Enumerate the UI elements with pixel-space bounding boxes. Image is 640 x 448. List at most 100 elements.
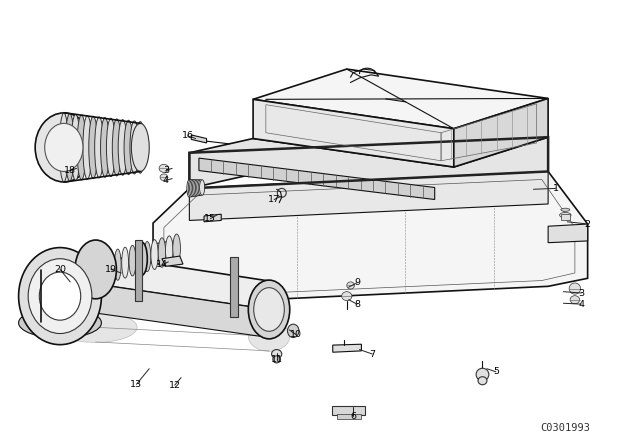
Ellipse shape — [188, 180, 193, 197]
Ellipse shape — [151, 240, 158, 269]
Text: 2: 2 — [584, 220, 591, 228]
Ellipse shape — [570, 296, 580, 304]
Ellipse shape — [253, 288, 284, 332]
Ellipse shape — [95, 117, 104, 178]
Text: 8: 8 — [354, 300, 360, 309]
Ellipse shape — [129, 246, 136, 276]
Ellipse shape — [100, 253, 106, 284]
Ellipse shape — [136, 243, 143, 274]
Ellipse shape — [159, 164, 169, 172]
Ellipse shape — [189, 180, 195, 197]
Ellipse shape — [106, 118, 115, 177]
Text: 4: 4 — [579, 300, 584, 309]
Ellipse shape — [77, 115, 86, 180]
Ellipse shape — [195, 180, 200, 196]
Ellipse shape — [569, 283, 580, 294]
Ellipse shape — [112, 119, 121, 176]
Bar — [337, 414, 361, 419]
Ellipse shape — [65, 114, 74, 181]
Ellipse shape — [122, 247, 129, 278]
Ellipse shape — [191, 180, 196, 197]
Ellipse shape — [115, 249, 121, 280]
Ellipse shape — [287, 324, 299, 337]
Ellipse shape — [248, 280, 290, 339]
Ellipse shape — [54, 312, 137, 342]
Ellipse shape — [107, 251, 114, 282]
Ellipse shape — [118, 120, 127, 175]
Ellipse shape — [100, 117, 109, 177]
Polygon shape — [153, 241, 172, 260]
Ellipse shape — [342, 292, 352, 301]
Polygon shape — [454, 99, 548, 167]
Text: 4: 4 — [163, 176, 169, 185]
Text: 3: 3 — [163, 166, 169, 175]
Polygon shape — [204, 214, 221, 222]
Text: 7: 7 — [369, 349, 375, 358]
Text: 11: 11 — [271, 355, 283, 364]
Ellipse shape — [271, 349, 282, 358]
Polygon shape — [253, 99, 454, 167]
Ellipse shape — [248, 321, 290, 351]
Polygon shape — [96, 254, 269, 310]
Ellipse shape — [19, 248, 101, 345]
Ellipse shape — [19, 308, 101, 338]
Text: 6: 6 — [350, 412, 356, 421]
Ellipse shape — [60, 113, 68, 182]
Polygon shape — [548, 224, 588, 243]
Polygon shape — [153, 172, 588, 303]
Text: 5: 5 — [493, 367, 499, 376]
Text: 13: 13 — [131, 380, 143, 389]
Ellipse shape — [273, 356, 280, 363]
Ellipse shape — [198, 180, 204, 195]
Ellipse shape — [45, 123, 83, 172]
Text: 9: 9 — [354, 278, 360, 287]
Ellipse shape — [194, 180, 199, 196]
Ellipse shape — [136, 121, 145, 173]
Ellipse shape — [187, 180, 192, 197]
Ellipse shape — [124, 120, 133, 175]
Ellipse shape — [83, 116, 92, 179]
Polygon shape — [189, 172, 548, 220]
Ellipse shape — [561, 208, 570, 211]
Text: 12: 12 — [169, 381, 180, 390]
Bar — [332, 405, 365, 415]
Ellipse shape — [173, 234, 180, 263]
Ellipse shape — [158, 238, 166, 267]
Ellipse shape — [193, 180, 198, 196]
Polygon shape — [96, 284, 269, 337]
Ellipse shape — [39, 272, 81, 320]
Polygon shape — [189, 137, 548, 202]
Ellipse shape — [200, 180, 205, 195]
Text: C0301993: C0301993 — [540, 423, 590, 433]
Ellipse shape — [559, 212, 571, 218]
Polygon shape — [199, 158, 435, 199]
Ellipse shape — [93, 255, 99, 287]
Text: 10: 10 — [290, 330, 302, 339]
Text: 17: 17 — [268, 195, 280, 204]
Text: 16: 16 — [182, 131, 193, 140]
Ellipse shape — [71, 114, 80, 181]
Text: 15: 15 — [204, 214, 216, 223]
Text: 19: 19 — [105, 265, 117, 274]
Text: 1: 1 — [553, 184, 559, 193]
Text: 18: 18 — [64, 166, 76, 175]
Ellipse shape — [166, 236, 173, 265]
Ellipse shape — [89, 116, 98, 179]
Ellipse shape — [35, 113, 93, 182]
Ellipse shape — [130, 121, 139, 174]
Polygon shape — [162, 256, 183, 266]
Ellipse shape — [478, 377, 487, 385]
Ellipse shape — [136, 242, 147, 276]
Ellipse shape — [347, 282, 355, 289]
Ellipse shape — [28, 259, 92, 333]
Polygon shape — [191, 135, 207, 143]
Polygon shape — [253, 69, 548, 129]
Text: 3: 3 — [578, 289, 584, 297]
Ellipse shape — [131, 123, 149, 172]
Text: 14: 14 — [156, 260, 168, 269]
Ellipse shape — [196, 180, 202, 196]
Ellipse shape — [160, 174, 168, 181]
Ellipse shape — [476, 368, 489, 381]
Bar — [561, 214, 570, 220]
Bar — [230, 257, 238, 318]
